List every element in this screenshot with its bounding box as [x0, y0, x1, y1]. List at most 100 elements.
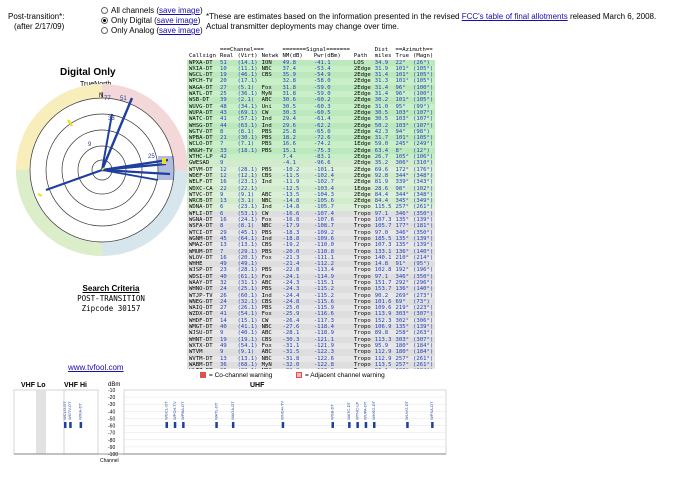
table-cell[interactable]: WPBA-DT	[189, 135, 213, 142]
table-cell: 135°	[395, 235, 410, 242]
table-cell[interactable]: GWESAD	[189, 160, 210, 167]
table-cell[interactable]: WHHE	[189, 261, 203, 268]
save-image-link-all[interactable]: save image	[159, 6, 200, 15]
table-cell[interactable]: WLOV-DT	[189, 254, 213, 261]
table-cell: Tropo	[353, 324, 371, 331]
table-cell[interactable]: WGCL-DT	[189, 72, 213, 79]
table-cell[interactable]: WTHC-LP	[189, 154, 213, 161]
station-rows: WPXA-DT 51 (14.1) ION 49.8 -41.1 LOS 34.9 22° (26…	[187, 59, 436, 369]
table-cell[interactable]: WPXA-DT	[189, 59, 213, 66]
table-cell[interactable]: WHNT-DT	[189, 336, 213, 343]
table-cell[interactable]: WDNA-DT	[189, 204, 213, 211]
table-cell: 219°	[395, 305, 410, 312]
table-cell[interactable]: WZDX-DT	[189, 311, 213, 318]
table-cell[interactable]: WTVM-DT	[189, 166, 213, 173]
table-cell[interactable]: WDXC-CA	[189, 185, 213, 192]
table-cell[interactable]: WGNM-DT	[189, 235, 213, 242]
table-cell: 96°	[395, 91, 406, 98]
table-cell[interactable]: WGTV-DT	[189, 128, 213, 135]
table-row: WTVM 9 (9.1) ABC -31.5 -122.3 Tropo 112.9 180° (1…	[187, 349, 436, 356]
table-row: WDNA-DT 6 (23.1) Ind -14.8 -105.7 Tropo 115.5 25…	[187, 204, 436, 211]
table-cell: 63.4	[374, 147, 389, 154]
table-cell[interactable]: WUPA-DT	[189, 109, 213, 116]
radio-all-channels[interactable]	[101, 7, 108, 15]
table-cell[interactable]: WHDF-DT	[189, 317, 213, 324]
table-cell[interactable]: WJSP-DT	[189, 267, 213, 274]
fcc-allotments-link[interactable]: FCC's table of final allotments	[461, 12, 568, 21]
table-cell[interactable]: WHNO-DT	[189, 286, 213, 293]
table-cell: 30.5	[374, 109, 389, 116]
table-cell[interactable]: WNEG-DT	[189, 298, 213, 305]
table-cell[interactable]: WXTX-DT	[189, 342, 213, 349]
table-cell[interactable]: WRCB-DT	[189, 198, 213, 205]
table-cell: -31.5	[282, 349, 300, 356]
table-cell: -16.8	[282, 217, 300, 224]
table-cell[interactable]: WTJP-TV	[189, 292, 213, 299]
table-cell: -17.9	[282, 223, 300, 230]
table-cell[interactable]: WTCI-DT	[189, 229, 213, 236]
table-cell: (307°)	[413, 336, 434, 343]
table-cell: ABC	[261, 330, 272, 337]
table-cell: 135°	[395, 217, 410, 224]
table-cell[interactable]: WHSG-DT	[189, 122, 213, 129]
table-cell: 106.9	[374, 324, 392, 331]
spectrum-bars: WCLO-DT WGTV-DT WXIA-DT WGCL-DT WPCH-TV WPBA-…	[62, 400, 434, 428]
group-header-dist: Dist	[374, 47, 389, 53]
table-cell: Tropo	[353, 229, 371, 236]
table-cell: -18.8	[282, 235, 300, 242]
table-cell: (28.1)	[237, 166, 258, 173]
search-criteria-title: Search Criteria	[82, 284, 140, 293]
table-cell: (307°)	[413, 311, 434, 318]
table-cell[interactable]: WMGT-DT	[189, 324, 213, 331]
table-cell: -74.2	[313, 141, 331, 148]
table-cell[interactable]: WDEF-DT	[189, 172, 213, 179]
table-cell[interactable]: WLTZ-DT	[187, 368, 218, 369]
table-cell[interactable]: WATC-DT	[189, 116, 213, 123]
table-cell[interactable]: WFLI-DT	[189, 210, 213, 217]
search-criteria: Search Criteria POST-TRANSITION Zipcode …	[56, 284, 166, 314]
radio-only-analog[interactable]	[101, 27, 108, 35]
table-cell[interactable]: WMAZ-DT	[189, 242, 213, 249]
table-cell[interactable]: WJSU-DT	[189, 330, 213, 337]
table-cell[interactable]: WGNA-DT	[189, 217, 213, 224]
table-cell[interactable]: WPCH-TV	[189, 78, 213, 85]
table-cell: -122.3	[313, 349, 335, 356]
table-cell[interactable]: WSFA-DT	[189, 223, 213, 230]
table-cell[interactable]: WUVG-DT	[189, 103, 213, 110]
table-cell: Tropo	[353, 261, 371, 268]
table-cell[interactable]: WELF-DT	[189, 179, 213, 186]
table-cell[interactable]: WAIQ-DT	[189, 305, 213, 312]
table-cell[interactable]: WSB-DT	[189, 97, 210, 104]
tvfool-site-text[interactable]: www.tvfool.com	[68, 363, 124, 372]
table-cell: 30.2	[374, 97, 389, 104]
option-all-channels[interactable]: All channels (save image)	[101, 6, 203, 16]
save-image-link-digital[interactable]: save image	[156, 16, 198, 25]
table-cell[interactable]: WMUM-DT	[189, 248, 213, 255]
table-cell[interactable]: WAGA-DT	[189, 84, 213, 91]
table-cell[interactable]: WTVC-DT	[189, 191, 213, 198]
spectrum-bar-label: WAGA-DT	[230, 401, 235, 420]
table-cell: -13.5	[282, 191, 300, 198]
spectrum-bar-label: WGCL-DT	[164, 401, 169, 420]
table-cell[interactable]: WABM-DT	[189, 361, 213, 368]
option-only-digital[interactable]: Only Digital (save image)	[101, 16, 203, 26]
table-cell: 31.4	[374, 91, 389, 98]
option-only-analog[interactable]: Only Analog (save image)	[101, 26, 203, 36]
table-cell: (45.1)	[237, 229, 258, 236]
table-cell[interactable]: WNGH-TV	[189, 147, 213, 154]
table-cell: -111.1	[313, 254, 335, 261]
table-cell[interactable]: WTVM	[189, 349, 203, 356]
option-analog-label: Only Analog	[111, 26, 155, 35]
table-cell[interactable]: WDSI-DT	[189, 273, 213, 280]
save-image-link-analog[interactable]: save image	[159, 26, 200, 35]
table-cell[interactable]: WVTM-DT	[189, 355, 213, 362]
table-cell[interactable]: WXIA-DT	[189, 65, 213, 72]
table-cell[interactable]: WATL-DT	[189, 91, 213, 98]
table-row: WLTZ-DT35(38.1)NBC-32.0-122.9Tropo96.118…	[187, 368, 436, 369]
table-cell[interactable]: WAAY-DT	[189, 279, 213, 286]
table-cell[interactable]: WCLO-DT	[189, 141, 213, 148]
table-cell: -41.1	[313, 59, 331, 66]
radio-only-digital[interactable]	[101, 17, 108, 25]
tvfool-site-link[interactable]: www.tvfool.com	[68, 363, 124, 372]
table-cell: MyN	[261, 91, 272, 98]
